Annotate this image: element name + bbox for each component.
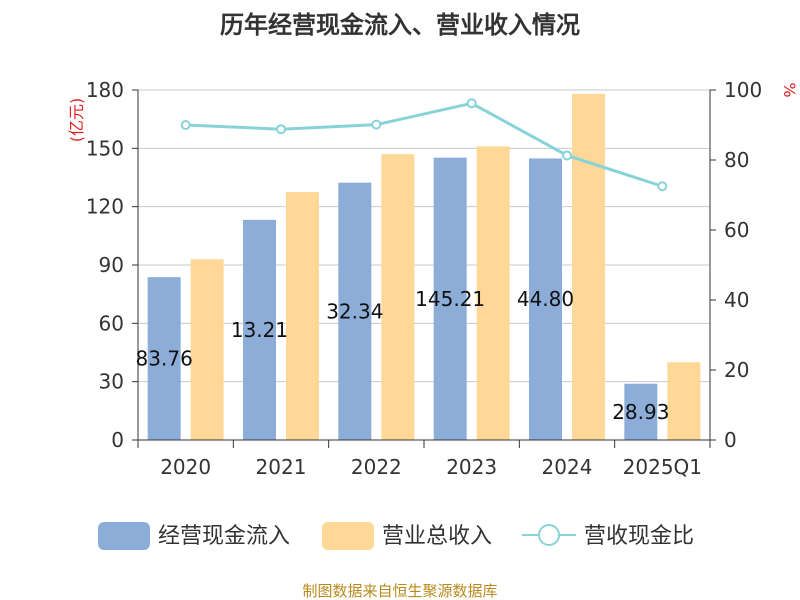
axes: 0 30 60 90 120 150 180 0 20 40 60 80 100 2020 2021 2022… [86,78,762,479]
bar [243,219,276,440]
bar [624,383,658,440]
bar [381,154,415,440]
ratio-point [466,98,477,109]
ratio-point [562,150,572,161]
bar [190,259,224,440]
left-tick-label: 150 [86,136,124,160]
legend-marker [538,524,560,546]
bar [286,192,319,440]
right-axis-unit: % [780,82,799,97]
bar-data-label: 44.80 [517,287,574,311]
bar [667,362,701,440]
data-labels: 83.76 13.21 32.34 145.21 44.80 28.93 [136,287,670,424]
legend-swatch [98,522,150,550]
bar [338,182,372,440]
left-axis-unit: (亿元) [67,98,86,143]
legend-label: 营收现金比 [584,524,694,549]
legend-label: 经营现金流入 [158,524,290,549]
right-tick-label: 40 [724,288,749,312]
right-tick-label: 20 [724,358,749,382]
bar [572,93,605,440]
bars [147,93,701,440]
grid [138,89,710,383]
legend-swatch [322,522,374,550]
right-tick-label: 0 [724,428,737,452]
ratio-point [276,124,286,135]
left-tick-label: 90 [99,253,124,277]
left-tick-label: 60 [99,311,124,335]
x-tick-label: 2025Q1 [623,455,702,479]
bar-data-label: 145.21 [415,287,485,311]
right-tick-label: 100 [724,78,762,102]
x-tick-label: 2024 [542,455,593,479]
x-tick-label: 2023 [446,455,497,479]
left-tick-label: 30 [99,370,124,394]
ratio-line [180,98,668,192]
ratio-point [371,119,382,130]
ratio-line-path [185,101,663,188]
legend-label: 营业总收入 [382,524,492,549]
bar [476,146,510,440]
x-tick-label: 2022 [351,455,402,479]
bar [433,157,467,440]
bar-data-label: 28.93 [612,400,669,424]
left-tick-label: 120 [86,195,124,219]
x-tick-label: 2020 [160,455,211,479]
bar [529,158,562,440]
left-tick-label: 180 [86,78,124,102]
bar-data-label: 83.76 [136,347,193,371]
x-tick-label: 2021 [256,455,307,479]
legend: 经营现金流入 营业总收入 营收现金比 [98,522,694,550]
bar-data-label: 13.21 [231,318,288,342]
ratio-point [657,181,668,192]
ratio-point [180,120,191,130]
right-tick-label: 60 [724,218,749,242]
chart-title: 历年经营现金流入、营业收入情况 [220,11,580,39]
right-tick-label: 80 [724,148,749,172]
source-note: 制图数据来自恒生聚源数据库 [302,582,497,600]
bar [147,277,181,440]
bar-data-label: 32.34 [326,299,383,323]
left-tick-label: 0 [111,428,124,452]
